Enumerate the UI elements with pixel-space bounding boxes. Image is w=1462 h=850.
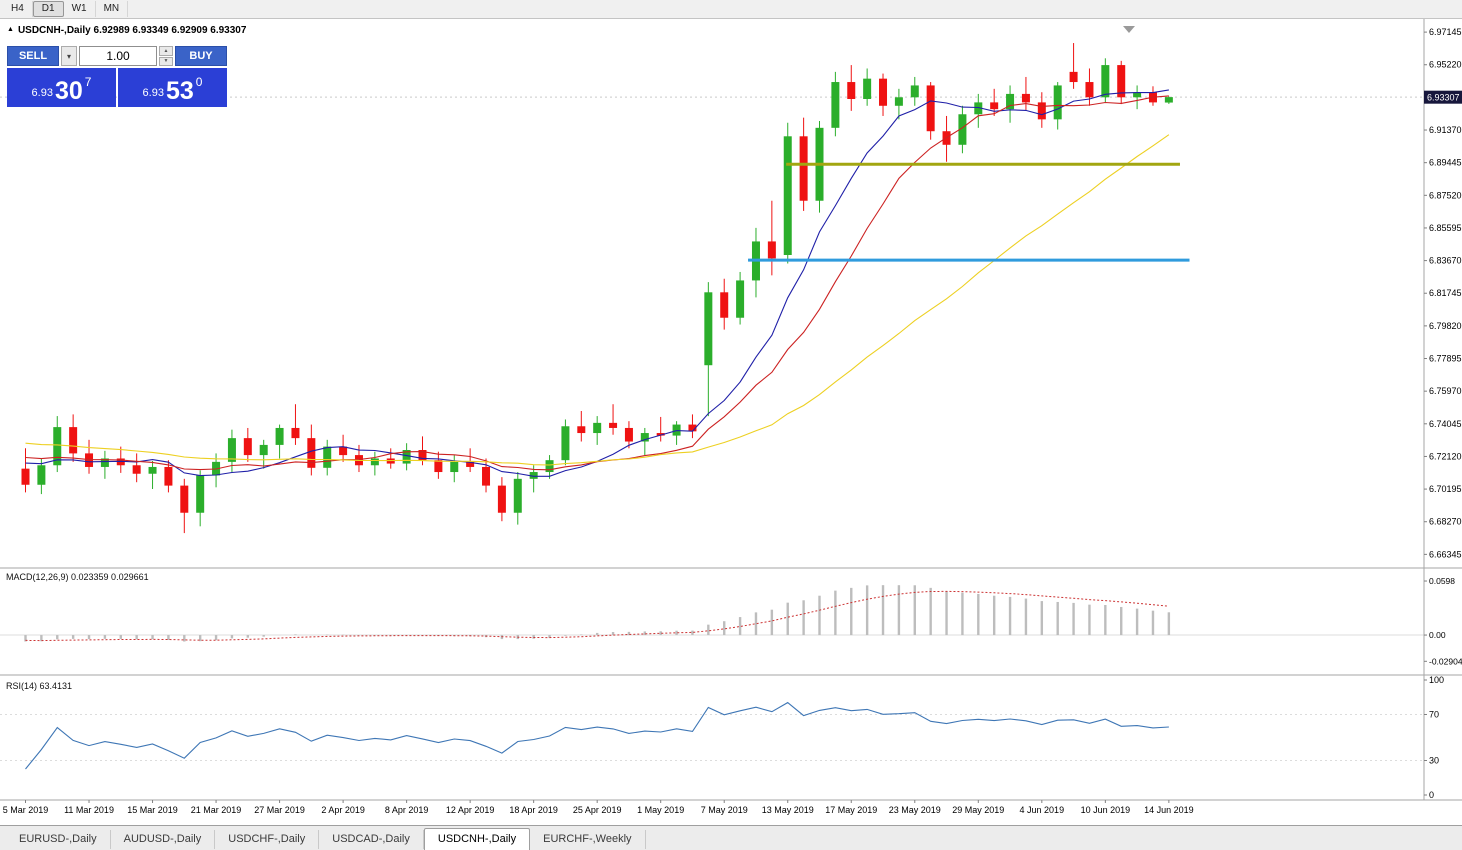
price-tick-label: 6.75970 — [1429, 386, 1462, 396]
price-tick-label: 6.87520 — [1429, 190, 1462, 200]
chart-tab-usdcad-daily[interactable]: USDCAD-,Daily — [319, 830, 424, 849]
chart-shift-marker-icon[interactable] — [1123, 26, 1135, 33]
buy-price-display[interactable]: 6.93 53 0 — [118, 68, 227, 107]
price-tick-label: 6.89445 — [1429, 158, 1462, 168]
buy-price-prefix: 6.93 — [142, 87, 164, 99]
spinner-up-icon[interactable]: ▲ — [159, 46, 173, 56]
spinner-down-icon[interactable]: ▼ — [159, 56, 173, 66]
volume-stepper: ▲ ▼ — [159, 46, 173, 66]
date-tick-label: 21 Mar 2019 — [191, 805, 242, 815]
chart-tab-eurchf-weekly[interactable]: EURCHF-,Weekly — [530, 830, 646, 849]
timeframe-toolbar: H4 D1 W1 MN — [0, 0, 1462, 19]
chart-background — [0, 19, 1462, 825]
price-tick-label: 6.68270 — [1429, 517, 1462, 527]
chart-canvas[interactable]: MACD(12,26,9) 0.023359 0.029661 RSI(14) 6… — [0, 19, 1462, 825]
trade-prices-row: 6.93 30 7 6.93 53 0 — [7, 68, 227, 107]
date-tick-label: 29 May 2019 — [952, 805, 1004, 815]
price-tick-label: 6.72120 — [1429, 451, 1462, 461]
sell-button[interactable]: SELL — [7, 46, 59, 66]
timeframe-button-d1[interactable]: D1 — [32, 1, 64, 17]
last-price-label: 6.93307 — [1427, 93, 1460, 103]
date-tick-label: 27 Mar 2019 — [254, 805, 305, 815]
price-tick-label: 6.97145 — [1429, 27, 1462, 37]
chart-window: MACD(12,26,9) 0.023359 0.029661 RSI(14) 6… — [0, 19, 1462, 825]
date-tick-label: 15 Mar 2019 — [127, 805, 178, 815]
date-tick-label: 10 Jun 2019 — [1081, 805, 1131, 815]
date-tick-label: 17 May 2019 — [825, 805, 877, 815]
ohlc-text: USDCNH-,Daily 6.92989 6.93349 6.92909 6.… — [17, 25, 247, 36]
rsi-header: RSI(14) 63.4131 — [6, 681, 72, 691]
sell-price-prefix: 6.93 — [31, 87, 53, 99]
price-axis[interactable]: 6.971456.952206.932956.913706.894456.875… — [1423, 19, 1462, 800]
price-tick-label: 6.66345 — [1429, 549, 1462, 559]
rsi-line — [25, 701, 1169, 770]
macd-header: MACD(12,26,9) 0.023359 0.029661 — [6, 572, 149, 582]
rsi-tick-label: 0 — [1429, 790, 1434, 800]
price-tick-label: 6.77895 — [1429, 354, 1462, 364]
chart-tabs-bar: EURUSD-,Daily AUDUSD-,Daily USDCHF-,Daily U… — [0, 825, 1462, 850]
price-tick-label: 6.81745 — [1429, 288, 1462, 298]
date-tick-label: 7 May 2019 — [701, 805, 748, 815]
last-price-box — [1424, 90, 1462, 104]
date-tick-label: 12 Apr 2019 — [446, 805, 495, 815]
price-tick-label: 6.85595 — [1429, 223, 1462, 233]
date-tick-label: 8 Apr 2019 — [385, 805, 429, 815]
macd-tick-label: -0.029049 — [1429, 656, 1462, 666]
candles-layer — [21, 43, 1173, 534]
buy-price-point: 0 — [195, 75, 203, 89]
date-tick-label: 5 Mar 2019 — [3, 805, 49, 815]
chart-tab-usdchf-daily[interactable]: USDCHF-,Daily — [215, 830, 320, 849]
main-price-pane — [0, 26, 1424, 534]
price-tick-label: 6.83670 — [1429, 256, 1462, 266]
chart-ohlc-title: ▲ USDCNH-,Daily 6.92989 6.93349 6.92909 6… — [7, 25, 246, 36]
timeframe-button-h4[interactable]: H4 — [3, 1, 33, 17]
macd-signal-line — [25, 590, 1169, 642]
buy-price-pips: 53 — [165, 77, 194, 105]
date-axis[interactable]: 5 Mar 2019 11 Mar 2019 15 Mar 2019 21 Mar 2… — [3, 800, 1194, 815]
date-tick-label: 4 Jun 2019 — [1020, 805, 1065, 815]
chart-tab-eurusd-daily[interactable]: EURUSD-,Daily — [6, 830, 111, 849]
timeframe-button-w1[interactable]: W1 — [64, 1, 96, 17]
price-tick-label: 6.95220 — [1429, 60, 1462, 70]
rsi-tick-label: 70 — [1429, 710, 1439, 720]
macd-tick-label: 0.0598 — [1429, 576, 1455, 586]
date-tick-label: 18 Apr 2019 — [509, 805, 558, 815]
date-tick-label: 1 May 2019 — [637, 805, 684, 815]
date-tick-label: 23 May 2019 — [889, 805, 941, 815]
price-tick-label: 6.74045 — [1429, 419, 1462, 429]
order-type-dropdown[interactable]: ▾ — [61, 46, 77, 66]
price-tick-label: 6.70195 — [1429, 484, 1462, 494]
buy-button[interactable]: BUY — [175, 46, 227, 66]
chart-tab-usdcnh-daily[interactable]: USDCNH-,Daily — [423, 828, 531, 850]
sell-price-pips: 30 — [54, 77, 83, 105]
price-tick-label: 6.91370 — [1429, 125, 1462, 135]
moving-average-slow — [25, 134, 1170, 466]
date-tick-label: 14 Jun 2019 — [1144, 805, 1194, 815]
macd-histogram — [24, 585, 1171, 642]
sell-price-display[interactable]: 6.93 30 7 — [7, 68, 116, 107]
date-tick-label: 2 Apr 2019 — [321, 805, 365, 815]
volume-input[interactable] — [79, 46, 157, 66]
macd-tick-label: 0.00 — [1429, 630, 1446, 640]
date-tick-label: 11 Mar 2019 — [64, 805, 114, 815]
rsi-tick-label: 30 — [1429, 756, 1439, 766]
macd-pane: MACD(12,26,9) 0.023359 0.029661 — [0, 572, 1424, 642]
trade-controls-row: SELL ▾ ▲ ▼ BUY — [7, 46, 227, 66]
symbol-marker-icon: ▲ — [7, 26, 14, 33]
rsi-tick-label: 100 — [1429, 675, 1444, 685]
date-tick-label: 13 May 2019 — [762, 805, 814, 815]
one-click-trading-widget: SELL ▾ ▲ ▼ BUY 6.93 30 7 6.93 53 0 — [7, 46, 227, 107]
price-tick-label: 6.79820 — [1429, 321, 1462, 331]
chevron-down-icon: ▾ — [66, 51, 71, 61]
chart-tab-audusd-daily[interactable]: AUDUSD-,Daily — [111, 830, 216, 849]
rsi-pane: RSI(14) 63.4131 — [0, 681, 1424, 770]
date-tick-label: 25 Apr 2019 — [573, 805, 622, 815]
sell-price-point: 7 — [84, 75, 92, 89]
timeframe-button-mn[interactable]: MN — [96, 1, 129, 17]
